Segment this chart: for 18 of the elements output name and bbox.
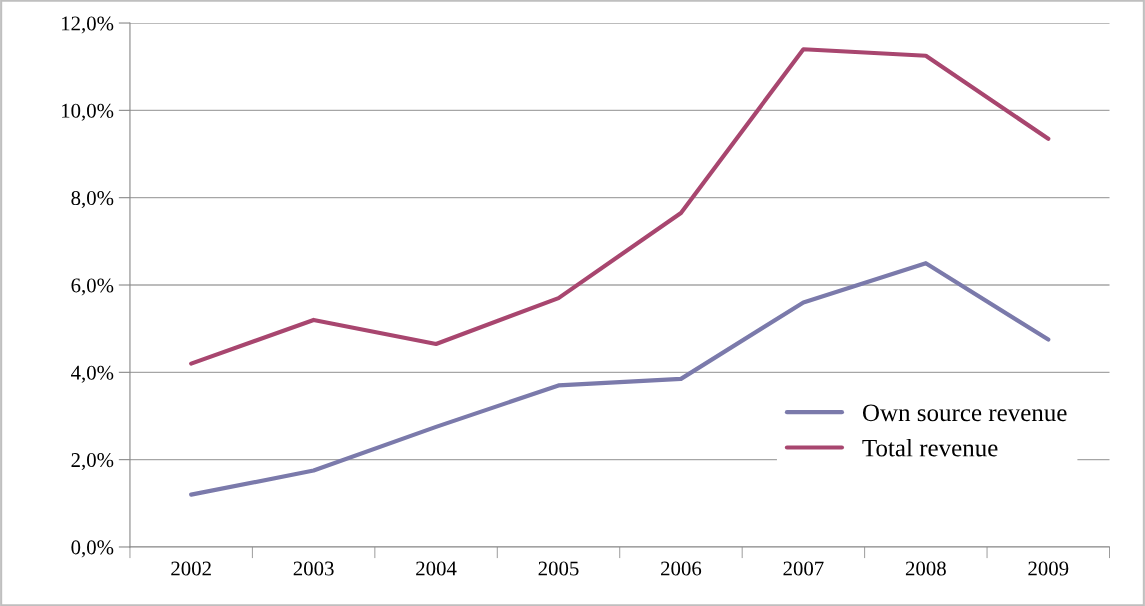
line-series xyxy=(189,47,1051,366)
x-tick-label: 2006 xyxy=(661,561,702,576)
y-tick-label: 6,0% xyxy=(71,278,114,296)
x-tick-label: 2004 xyxy=(416,561,457,576)
x-tick-label: 2008 xyxy=(905,561,946,576)
x-tick-label: 2002 xyxy=(171,561,211,576)
y-tick-label: 12,0% xyxy=(62,16,114,34)
y-tick-label: 0,0% xyxy=(71,540,114,558)
legend-label: Total revenue xyxy=(862,438,998,457)
y-tick-label: 2,0% xyxy=(71,453,114,471)
x-tick-label: 2009 xyxy=(1028,561,1069,576)
x-tick-label: 2007 xyxy=(783,561,824,576)
x-tick-label: 2005 xyxy=(538,561,579,576)
y-tick-label: 4,0% xyxy=(71,365,114,383)
y-tick-label: 10,0% xyxy=(62,103,114,121)
y-tick-label: 8,0% xyxy=(71,191,114,209)
x-tick-label: 2003 xyxy=(293,561,334,576)
legend-label: Own source revenue xyxy=(862,404,1067,422)
